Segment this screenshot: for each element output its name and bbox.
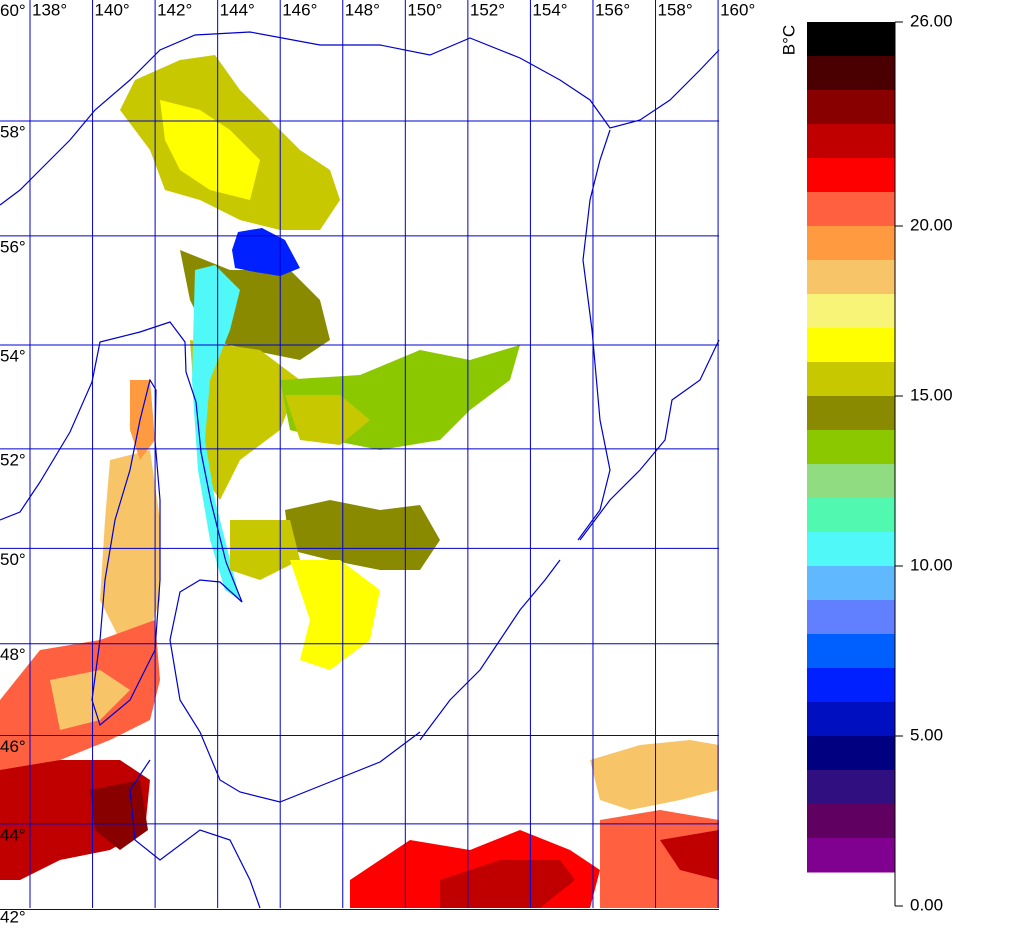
- colorbar-swatch: [807, 22, 895, 57]
- colorbar-unit: B°C: [779, 25, 798, 55]
- colorbar-label: 5.00: [910, 725, 943, 744]
- temperature-field: [0, 55, 719, 908]
- colorbar-swatch: [807, 192, 895, 227]
- colorbar-label: 15.00: [910, 385, 953, 404]
- graticule: 138° 140° 142° 144° 146° 148° 150° 152° 154° 156°…: [0, 0, 755, 926]
- latitude-label: 44°: [0, 825, 26, 844]
- longitude-label: 154°: [532, 0, 567, 19]
- map-background: [0, 0, 719, 908]
- colorbar-swatch: [807, 668, 895, 703]
- colorbar-swatch: [807, 56, 895, 91]
- colorbar-swatch: [807, 600, 895, 635]
- colorbar-swatch: [807, 294, 895, 329]
- colorbar-label: 0.00: [910, 895, 943, 914]
- colorbar-label: 26.00: [910, 11, 953, 30]
- longitude-label: 158°: [658, 0, 693, 19]
- colorbar-swatch: [807, 260, 895, 295]
- latitude-label: 52°: [0, 450, 26, 469]
- longitude-label: 138°: [32, 0, 67, 19]
- colorbar-swatch: [807, 770, 895, 805]
- colorbar-label: 20.00: [910, 215, 953, 234]
- longitude-label: 146°: [282, 0, 317, 19]
- latitude-label: 60°: [0, 1, 26, 20]
- colorbar-swatch: [807, 634, 895, 669]
- latitude-label: 58°: [0, 122, 26, 141]
- colorbar-swatch: [807, 804, 895, 839]
- coastlines: [0, 31, 720, 909]
- colorbar-swatch: [807, 124, 895, 159]
- colorbar-label: 10.00: [910, 555, 953, 574]
- latitude-label: 42°: [0, 907, 26, 926]
- colorbar-swatch: [807, 328, 895, 363]
- longitude-label: 152°: [470, 0, 505, 19]
- colorbar-swatch: [807, 566, 895, 601]
- colorbar-swatch: [807, 532, 895, 567]
- colorbar-swatch: [807, 362, 895, 397]
- colorbar-swatch: [807, 736, 895, 771]
- latitude-label: 56°: [0, 237, 26, 256]
- colorbar-swatch: [807, 702, 895, 737]
- longitude-label: 144°: [220, 0, 255, 19]
- colorbar-swatch: [807, 464, 895, 499]
- latitude-label: 54°: [0, 346, 26, 365]
- colorbar-swatch: [807, 430, 895, 465]
- colorbar-swatch: [807, 838, 895, 873]
- sst-map: [0, 0, 720, 909]
- latitude-label: 50°: [0, 550, 26, 569]
- longitude-label: 148°: [345, 0, 380, 19]
- longitude-label: 140°: [95, 0, 130, 19]
- latitude-label: 48°: [0, 645, 26, 664]
- colorbar: 26.00 20.00 15.00 10.00 5.00 0.00 B°C: [779, 11, 952, 914]
- longitude-label: 142°: [157, 0, 192, 19]
- latitude-label: 46°: [0, 737, 26, 756]
- colorbar-swatch: [807, 396, 895, 431]
- colorbar-swatch: [807, 498, 895, 533]
- colorbar-swatch: [807, 90, 895, 125]
- colorbar-swatch: [807, 226, 895, 261]
- colorbar-swatch: [807, 158, 895, 193]
- longitude-label: 156°: [595, 0, 630, 19]
- longitude-label: 150°: [407, 0, 442, 19]
- longitude-label: 160°: [720, 0, 755, 19]
